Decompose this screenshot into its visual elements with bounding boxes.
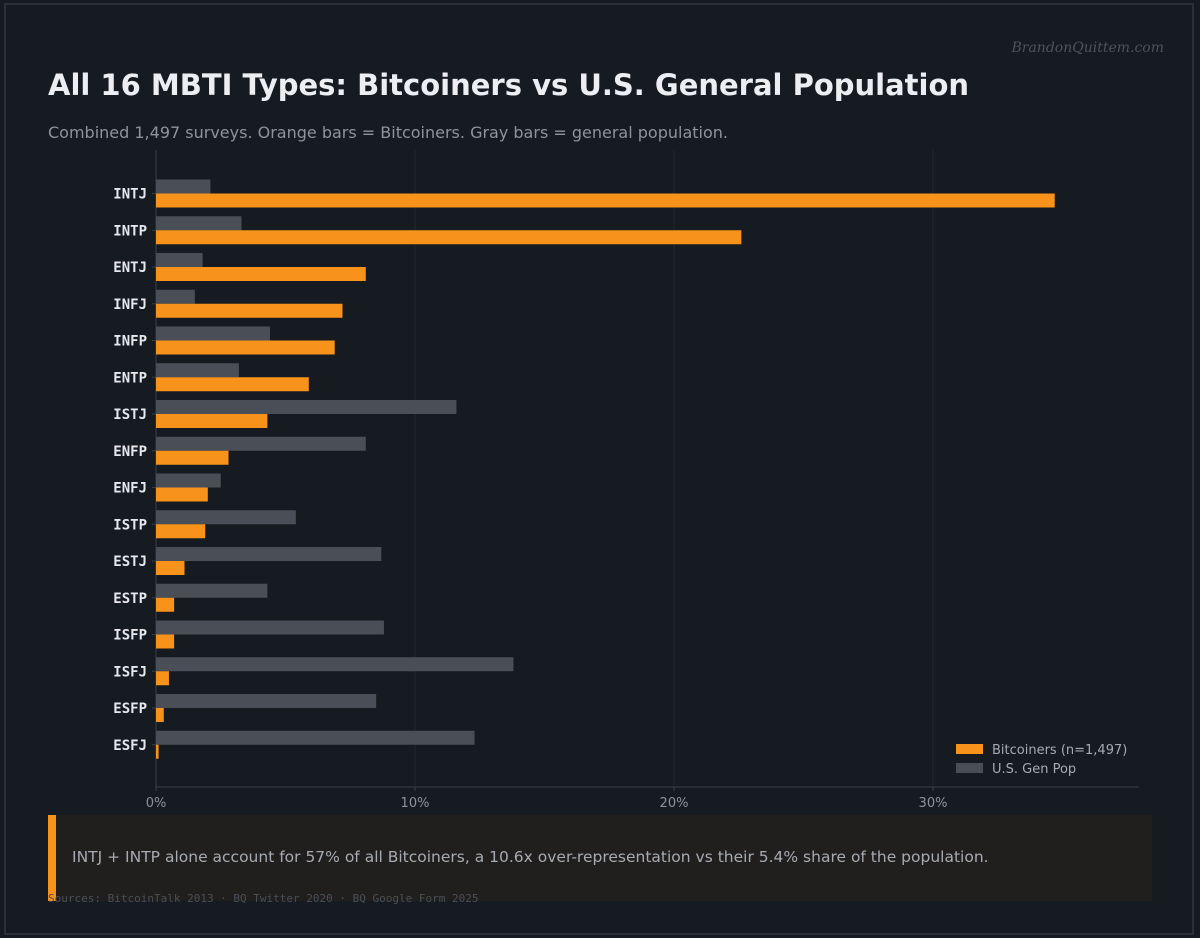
bar-genpop	[156, 547, 382, 561]
bar-genpop	[156, 216, 242, 231]
chart-title: All 16 MBTI Types: Bitcoiners vs U.S. Ge…	[48, 68, 970, 102]
bar-bitcoiners	[156, 414, 268, 428]
y-tick-label: INFP	[113, 334, 147, 350]
y-tick-label: ISTJ	[113, 407, 147, 423]
y-tick-label: ISTP	[113, 517, 147, 533]
callout-box: INTJ + INTP alone account for 57% of all…	[48, 815, 1152, 901]
bar-genpop	[156, 510, 296, 525]
legend: Bitcoiners (n=1,497) U.S. Gen Pop	[956, 743, 1127, 777]
y-tick-label: ENTJ	[113, 260, 147, 276]
legend-swatch	[956, 763, 983, 773]
bar-bitcoiners	[156, 267, 366, 281]
bar-bitcoiners	[156, 634, 175, 649]
bar-bitcoiners	[156, 193, 1055, 208]
watermark: BrandonQuittem.com	[1011, 40, 1164, 56]
bar-genpop	[156, 657, 514, 672]
bar-genpop	[156, 436, 366, 451]
bar-bitcoiners	[156, 597, 175, 612]
legend-label: U.S. Gen Pop	[992, 762, 1076, 777]
bar-genpop	[156, 620, 384, 635]
bar-bitcoiners	[156, 524, 206, 539]
x-tick-label: 20%	[660, 796, 689, 811]
chart-subtitle: Combined 1,497 surveys. Orange bars = Bi…	[48, 123, 728, 142]
y-tick-label: ENFJ	[113, 481, 147, 497]
y-tick-label: ISFJ	[113, 664, 147, 680]
y-tick-label: INTP	[113, 223, 147, 239]
bar-bitcoiners	[156, 450, 229, 465]
bar-genpop	[156, 694, 377, 708]
bar-genpop	[156, 179, 211, 194]
y-tick-label: ISFP	[113, 628, 147, 644]
bar-bitcoiners	[156, 303, 343, 318]
y-tick-label: ESFP	[113, 701, 147, 717]
bar-genpop	[156, 400, 457, 414]
bar-bitcoiners	[156, 487, 208, 502]
bar-bitcoiners	[156, 230, 742, 245]
bar-bitcoiners	[156, 340, 335, 355]
bar-bitcoiners	[156, 708, 164, 722]
y-tick-label: INFJ	[113, 297, 147, 313]
bar-genpop	[156, 326, 270, 341]
y-tick-label: INTJ	[113, 187, 147, 203]
bar-genpop	[156, 363, 239, 378]
callout-text: INTJ + INTP alone account for 57% of all…	[72, 848, 989, 866]
sources-note: Sources: BitcoinTalk 2013 · BQ Twitter 2…	[48, 892, 479, 905]
y-tick-label: ESFJ	[113, 738, 147, 754]
y-tick-label: ESTJ	[113, 554, 147, 570]
bar-genpop	[156, 289, 195, 304]
bar-bitcoiners	[156, 744, 159, 759]
legend-swatch	[956, 744, 983, 754]
y-tick-label: ENTP	[113, 370, 147, 386]
y-tick-label: ESTP	[113, 591, 147, 607]
x-tick-label: 30%	[919, 796, 948, 811]
bar-bitcoiners	[156, 671, 169, 686]
chart-frame	[4, 3, 1194, 935]
bar-genpop	[156, 473, 221, 488]
bar-genpop	[156, 253, 203, 267]
bar-bitcoiners	[156, 561, 185, 575]
bar-genpop	[156, 583, 268, 598]
bar-genpop	[156, 730, 475, 745]
callout-accent-bar	[48, 815, 56, 901]
x-tick-label: 0%	[146, 796, 167, 811]
legend-label: Bitcoiners (n=1,497)	[992, 743, 1127, 758]
x-tick-label: 10%	[401, 796, 430, 811]
y-tick-label: ENFP	[113, 444, 147, 460]
bar-bitcoiners	[156, 377, 309, 392]
